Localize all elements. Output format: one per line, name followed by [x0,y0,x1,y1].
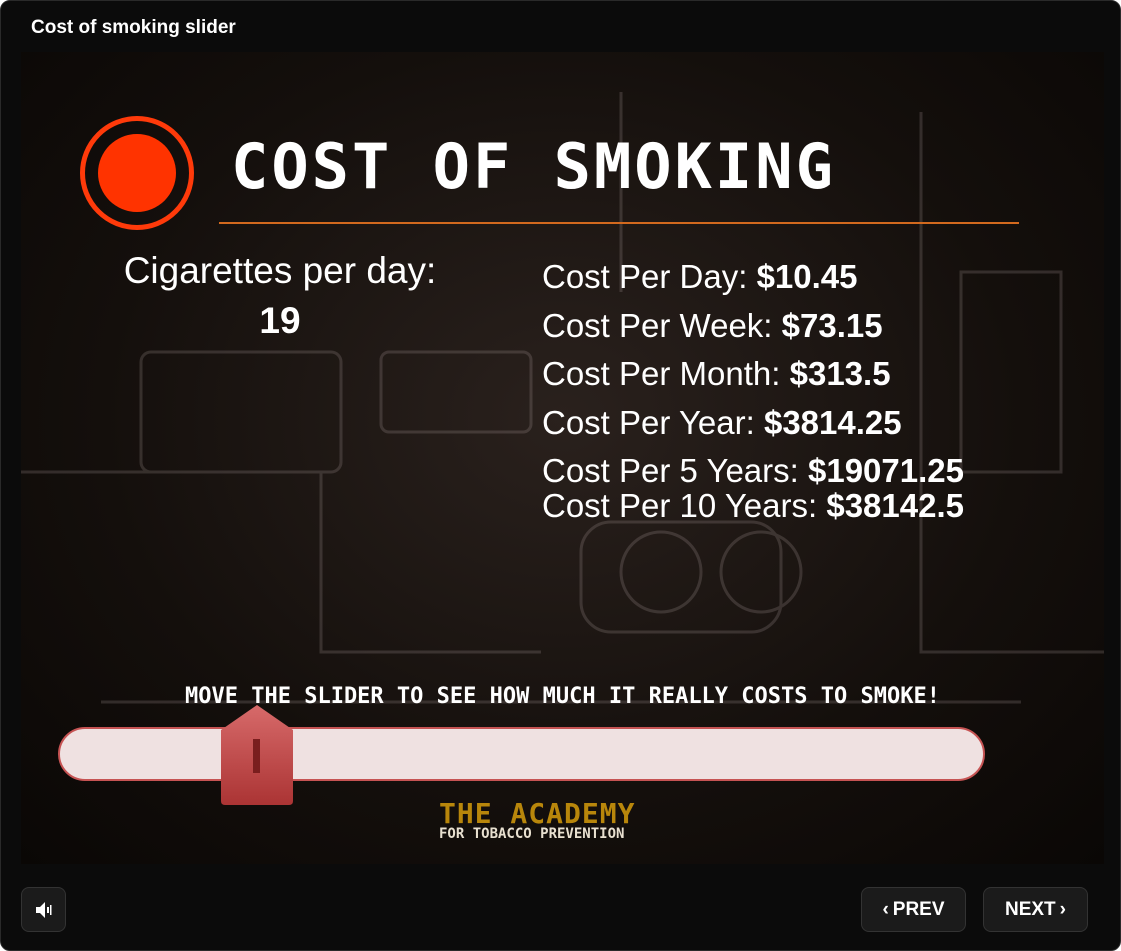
slider-track[interactable] [58,727,985,781]
cigarettes-value: 19 [259,300,301,341]
cost-value: $10.45 [756,258,858,295]
prev-button[interactable]: ‹ PREV [861,887,966,932]
cost-row: Cost Per 5 Years: $19071.25 [542,452,964,501]
cost-value: $73.15 [781,306,883,344]
cost-row: Cost Per Month: $313.5 [542,355,964,404]
cost-row: Cost Per Year: $3814.25 [542,404,964,453]
cost-value: $313.5 [789,355,891,392]
logo-line2: FOR TOBACCO PREVENTION [439,826,625,842]
cost-row: Cost Per Day: $10.45 [542,258,964,307]
cost-value: $38142.5 [826,486,964,524]
slide-heading: COST OF SMOKING [231,130,836,203]
cost-label: Cost Per Day: [542,258,757,295]
blueprint-background [21,92,1104,704]
heading-divider [219,222,1019,224]
slider-thumb[interactable] [221,705,294,805]
cost-row: Cost Per 10 Years: $38142.5 [542,487,964,536]
window-title: Cost of smoking slider [31,17,236,38]
cost-label: Cost Per Week: [542,306,782,344]
academy-logo: THE ACADEMY FOR TOBACCO PREVENTION [439,797,635,842]
logo-line1: THE ACADEMY [439,797,636,830]
cost-row: Cost Per Week: $73.15 [542,307,964,356]
cost-value: $19071.25 [807,452,964,489]
cost-list: Cost Per Day: $10.45 Cost Per Week: $73.… [542,258,964,535]
cost-value: $3814.25 [763,403,902,441]
slider-instruction: MOVE THE SLIDER TO SEE HOW MUCH IT REALL… [185,684,940,709]
slide-stage: COST OF SMOKING Cigarettes per day: 19 C… [21,52,1104,864]
cost-label: Cost Per 10 Years: [542,486,827,524]
chevron-right-icon: › [1059,898,1066,920]
cost-label: Cost Per Year: [542,403,764,441]
volume-button[interactable] [21,887,66,932]
next-label: NEXT [1004,898,1056,920]
chevron-left-icon: ‹ [882,898,889,920]
next-button[interactable]: NEXT › [983,887,1088,932]
cost-label: Cost Per 5 Years: [542,452,808,489]
cigarettes-label: Cigarettes per day: [123,250,437,291]
record-icon [80,116,194,230]
prev-label: PREV [892,898,945,920]
speaker-icon [35,901,51,918]
cost-label: Cost Per Month: [542,355,790,392]
